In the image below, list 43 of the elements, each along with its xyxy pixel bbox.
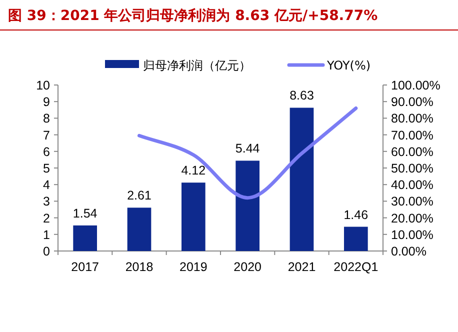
data-label: 8.63 (290, 88, 314, 103)
y-tick-label: 10 (36, 78, 50, 92)
x-tick-label: 2019 (180, 260, 208, 274)
y2-tick-label: 10.00% (391, 228, 434, 242)
x-tick-label: 2022Q1 (334, 260, 378, 274)
x-tick-label: 2018 (125, 260, 154, 274)
y-tick-label: 2 (43, 211, 50, 226)
bar (182, 182, 206, 251)
y-tick-label: 3 (43, 194, 50, 209)
y2-tick-label: 50.00% (391, 162, 434, 176)
bar (127, 208, 152, 251)
y2-tick-label: 0.00% (391, 244, 426, 258)
x-tick-label: 2020 (234, 260, 262, 274)
data-label: 1.46 (344, 208, 368, 222)
bar (344, 226, 368, 251)
y2-tick-label: 100.00% (391, 78, 440, 92)
data-label: 1.54 (72, 206, 98, 220)
bar (73, 225, 97, 251)
y-tick-label: 6 (43, 144, 50, 159)
data-label: 4.12 (181, 164, 206, 178)
y2-tick-label: 30.00% (391, 194, 434, 209)
y2-tick-label: 90.00% (391, 95, 434, 110)
bar (290, 108, 314, 251)
y-tick-label: 4 (43, 178, 50, 192)
y2-tick-label: 40.00% (391, 178, 434, 192)
bar (236, 160, 260, 251)
y2-tick-label: 80.00% (391, 112, 434, 126)
y-tick-label: 1 (43, 228, 50, 242)
legend-label: 归母净利润（亿元） (143, 58, 251, 72)
data-label: 5.44 (235, 142, 260, 156)
y-tick-label: 8 (43, 112, 50, 126)
legend-label: YOY(%) (326, 58, 371, 72)
y-tick-label: 0 (43, 244, 50, 258)
y-tick-label: 9 (43, 95, 50, 110)
x-tick-label: 2021 (288, 260, 316, 274)
y2-tick-label: 60.00% (391, 144, 434, 159)
y-tick-label: 5 (43, 162, 50, 176)
chart-title: 图 39：2021 年公司归母净利润为 8.63 亿元/+58.77% (8, 7, 378, 24)
y-tick-label: 7 (43, 128, 50, 142)
y2-tick-label: 70.00% (391, 128, 434, 142)
y2-tick-label: 20.00% (391, 211, 434, 226)
data-label: 2.61 (127, 188, 152, 203)
x-tick-label: 2017 (71, 260, 100, 274)
